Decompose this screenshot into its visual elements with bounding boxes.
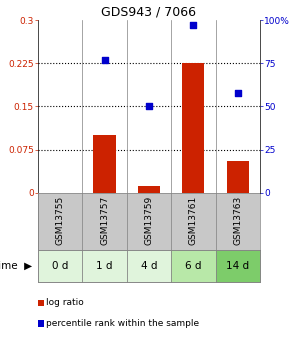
Bar bbox=[38, 250, 82, 282]
Bar bbox=[182, 63, 205, 193]
Point bbox=[102, 57, 107, 62]
Text: 0 d: 0 d bbox=[52, 261, 68, 271]
Text: percentile rank within the sample: percentile rank within the sample bbox=[46, 319, 199, 328]
Text: GSM13759: GSM13759 bbox=[144, 196, 154, 245]
Bar bbox=[93, 135, 116, 193]
Text: time  ▶: time ▶ bbox=[0, 261, 32, 271]
Text: GSM13757: GSM13757 bbox=[100, 196, 109, 245]
Bar bbox=[127, 250, 171, 282]
Point bbox=[191, 22, 196, 28]
Text: 4 d: 4 d bbox=[141, 261, 157, 271]
Text: GSM13761: GSM13761 bbox=[189, 196, 198, 245]
Text: GSM13755: GSM13755 bbox=[56, 196, 65, 245]
Text: log ratio: log ratio bbox=[46, 298, 84, 307]
Text: 14 d: 14 d bbox=[226, 261, 249, 271]
Bar bbox=[138, 186, 160, 193]
Text: GSM13763: GSM13763 bbox=[233, 196, 242, 245]
Bar bbox=[227, 161, 249, 193]
Bar bbox=[171, 250, 216, 282]
Point bbox=[236, 90, 240, 96]
Point bbox=[147, 104, 151, 109]
Bar bbox=[216, 250, 260, 282]
Text: 6 d: 6 d bbox=[185, 261, 202, 271]
Text: 1 d: 1 d bbox=[96, 261, 113, 271]
Bar bbox=[82, 250, 127, 282]
Title: GDS943 / 7066: GDS943 / 7066 bbox=[101, 6, 197, 19]
